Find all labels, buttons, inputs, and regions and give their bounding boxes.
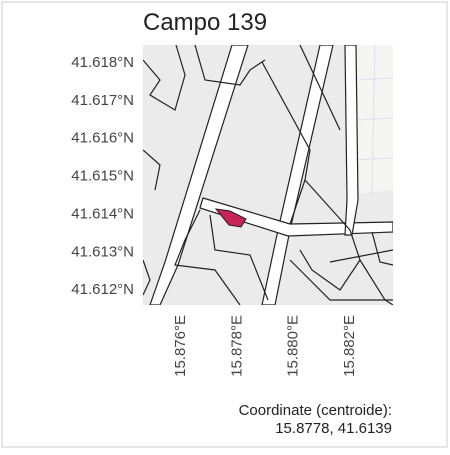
y-tick-label: 41.618°N bbox=[71, 54, 134, 71]
title: Campo 139 bbox=[143, 9, 267, 36]
y-tick-label: 41.613°N bbox=[71, 243, 134, 260]
parcels bbox=[143, 45, 393, 305]
roads bbox=[149, 45, 393, 305]
y-tick-label: 41.612°N bbox=[71, 281, 134, 298]
ticks: 41.618°N 41.617°N 41.616°N 41.615°N 41.614°N… bbox=[71, 54, 358, 377]
y-tick-label: 41.614°N bbox=[71, 205, 134, 222]
x-tick-label: 15.880°E bbox=[285, 315, 302, 377]
y-tick-label: 41.616°N bbox=[71, 130, 134, 147]
x-tick-label: 15.882°E bbox=[341, 315, 358, 377]
field bbox=[214, 208, 247, 228]
caption-line1: Coordinate (centroide): bbox=[239, 402, 392, 419]
map-panel bbox=[143, 45, 393, 305]
light-grid bbox=[351, 45, 393, 196]
y-tick-label: 41.617°N bbox=[71, 92, 134, 109]
y-tick-label: 41.615°N bbox=[71, 168, 134, 185]
x-tick-label: 15.876°E bbox=[172, 315, 189, 377]
x-tick-label: 15.878°E bbox=[228, 315, 245, 377]
caption-line2: 15.8778, 41.6139 bbox=[275, 420, 392, 437]
